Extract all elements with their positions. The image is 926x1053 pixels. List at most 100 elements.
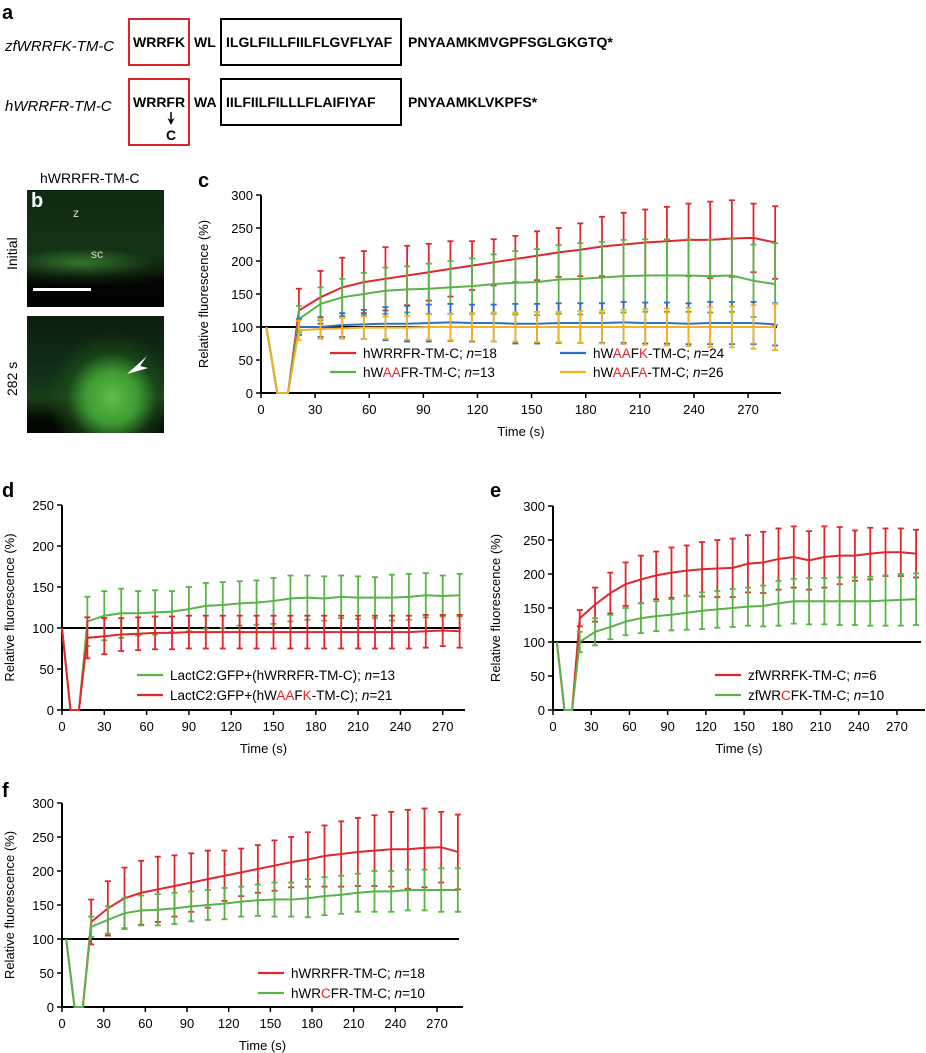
- x-tick-label: 180: [575, 402, 597, 417]
- legend-entry: zfWRRFK-TM-C; n=6: [748, 668, 877, 683]
- legend-n-symbol: n: [394, 966, 402, 981]
- x-tick-label: 90: [416, 402, 430, 417]
- y-axis-label: Relative fluorescence (%): [2, 831, 17, 979]
- y-tick-label: 200: [231, 254, 253, 269]
- series-line: [265, 326, 776, 394]
- tm-sequence-zf: ILGLFILLFIILFLGVFLYAF: [226, 34, 393, 50]
- legend-n-value: =18: [402, 966, 425, 981]
- x-axis-label: Time (s): [715, 741, 762, 756]
- x-tick-label: 30: [584, 719, 598, 734]
- legend-entry: hWRCFR-TM-C; n=10: [291, 986, 425, 1001]
- y-tick-label: 250: [32, 498, 54, 513]
- legend-text-part: F: [294, 688, 302, 703]
- x-tick-label: 240: [385, 1016, 407, 1031]
- tm-sequence-h: IILFIILFILLLFLAIFIYAF: [226, 94, 376, 110]
- x-tick-label: 0: [549, 719, 556, 734]
- chart-f: 0 50 100 150 200 250 300 0 30 60 90 120 150 180 210 240…: [2, 796, 463, 1053]
- micrograph-282s: [27, 316, 164, 433]
- legend-text-part: hWRRFR-TM-C;: [363, 346, 466, 361]
- x-tick-label: 180: [305, 719, 327, 734]
- x-tick-label: 60: [622, 719, 636, 734]
- legend-entry: LactC2:GFP+(hWAAFK-TM-C); n=21: [170, 688, 392, 703]
- x-tick-label: 210: [810, 719, 832, 734]
- legend-n-symbol: n: [365, 668, 373, 683]
- chart-e: 0 50 100 150 200 250 300 0 30 60 90 120 150 180 210 240…: [488, 499, 925, 756]
- y-tick-label: 50: [40, 966, 54, 981]
- x-tick-label: 120: [695, 719, 717, 734]
- x-tick-label: 270: [737, 402, 759, 417]
- y-tick-label: 300: [231, 188, 253, 203]
- tm-box-zf: [220, 18, 402, 66]
- y-tick-label: 100: [32, 621, 54, 636]
- legend-n-value: =18: [474, 346, 497, 361]
- y-tick-label: 250: [231, 221, 253, 236]
- panel-b-title: hWRRFR-TM-C: [40, 170, 140, 186]
- y-tick-label: 250: [523, 533, 545, 548]
- x-tick-label: 270: [886, 719, 908, 734]
- x-tick-label: 150: [733, 719, 755, 734]
- x-tick-label: 90: [182, 719, 196, 734]
- x-tick-label: 90: [660, 719, 674, 734]
- legend-text-part: K: [303, 688, 312, 703]
- legend-n-value: =13: [372, 668, 395, 683]
- y-tick-label: 50: [239, 353, 253, 368]
- x-tick-label: 120: [218, 1016, 240, 1031]
- motif-box-zf: [128, 18, 190, 66]
- y-tick-label: 150: [32, 580, 54, 595]
- x-tick-label: 0: [58, 1016, 65, 1031]
- legend-n-symbol: n: [693, 365, 701, 380]
- y-axis-label: Relative fluorescence (%): [196, 220, 211, 368]
- x-tick-label: 60: [138, 1016, 152, 1031]
- x-axis-label: Time (s): [239, 1038, 286, 1053]
- legend-n-value: =13: [472, 365, 495, 380]
- y-tick-label: 150: [523, 601, 545, 616]
- series-line: [265, 274, 776, 394]
- panel-label-a: a: [2, 2, 14, 24]
- linker-zf: WL: [194, 34, 216, 50]
- y-tick-label: 0: [246, 386, 253, 401]
- legend-text-part: C: [781, 688, 791, 703]
- motif-zf: WRRFK: [133, 34, 186, 50]
- legend-text-part: zfWRRFK-TM-C;: [748, 668, 854, 683]
- legend-n-symbol: n: [362, 688, 370, 703]
- y-tick-label: 50: [40, 662, 54, 677]
- legend-text-part: -TM-C;: [647, 365, 693, 380]
- legend-text-part: AA: [613, 365, 631, 380]
- x-tick-label: 120: [467, 402, 489, 417]
- legend-text-part: hW: [593, 365, 614, 380]
- series-1: [65, 867, 461, 1008]
- legend-n-symbol: n: [466, 346, 474, 361]
- x-tick-label: 270: [432, 719, 454, 734]
- legend-text-part: AA: [276, 688, 294, 703]
- x-tick-label: 240: [848, 719, 870, 734]
- legend-entry: hWAAFA-TM-C; n=26: [593, 365, 723, 380]
- legend-entry: hWAAFK-TM-C; n=24: [593, 346, 725, 361]
- motif-box-h: [128, 78, 190, 146]
- legend-text-part: FR-TM-C;: [331, 986, 395, 1001]
- y-tick-label: 200: [523, 567, 545, 582]
- sequence-name-zf: zfWRRFK-TM-C: [5, 38, 115, 55]
- series-1: [555, 572, 920, 711]
- motif-h: WRRFR: [133, 94, 186, 110]
- legend-text-part: FK-TM-C;: [791, 688, 854, 703]
- series-1: [61, 613, 463, 711]
- x-tick-label: 180: [771, 719, 793, 734]
- legend-text-part: K: [639, 346, 648, 361]
- legend-text-part: hWR: [291, 986, 321, 1001]
- tail-sequence-h: PNYAAMKLVKPFS*: [408, 94, 538, 110]
- legend-text-part: C: [321, 986, 331, 1001]
- y-tick-label: 300: [32, 796, 54, 811]
- series-line: [265, 236, 776, 394]
- legend-entry: hWRRFR-TM-C; n=18: [291, 966, 425, 981]
- y-tick-label: 0: [538, 703, 545, 718]
- legend-text-part: F: [631, 365, 639, 380]
- x-tick-label: 120: [220, 719, 242, 734]
- legend-text-part: zfWR: [748, 688, 781, 703]
- x-axis-label: Time (s): [240, 741, 287, 756]
- legend-n-symbol: n: [854, 668, 862, 683]
- y-tick-label: 200: [32, 864, 54, 879]
- legend-text-part: hWRRFR-TM-C;: [291, 966, 394, 981]
- y-tick-label: 100: [32, 932, 54, 947]
- legend-n-value: =21: [369, 688, 392, 703]
- panel-label-c: c: [198, 170, 210, 192]
